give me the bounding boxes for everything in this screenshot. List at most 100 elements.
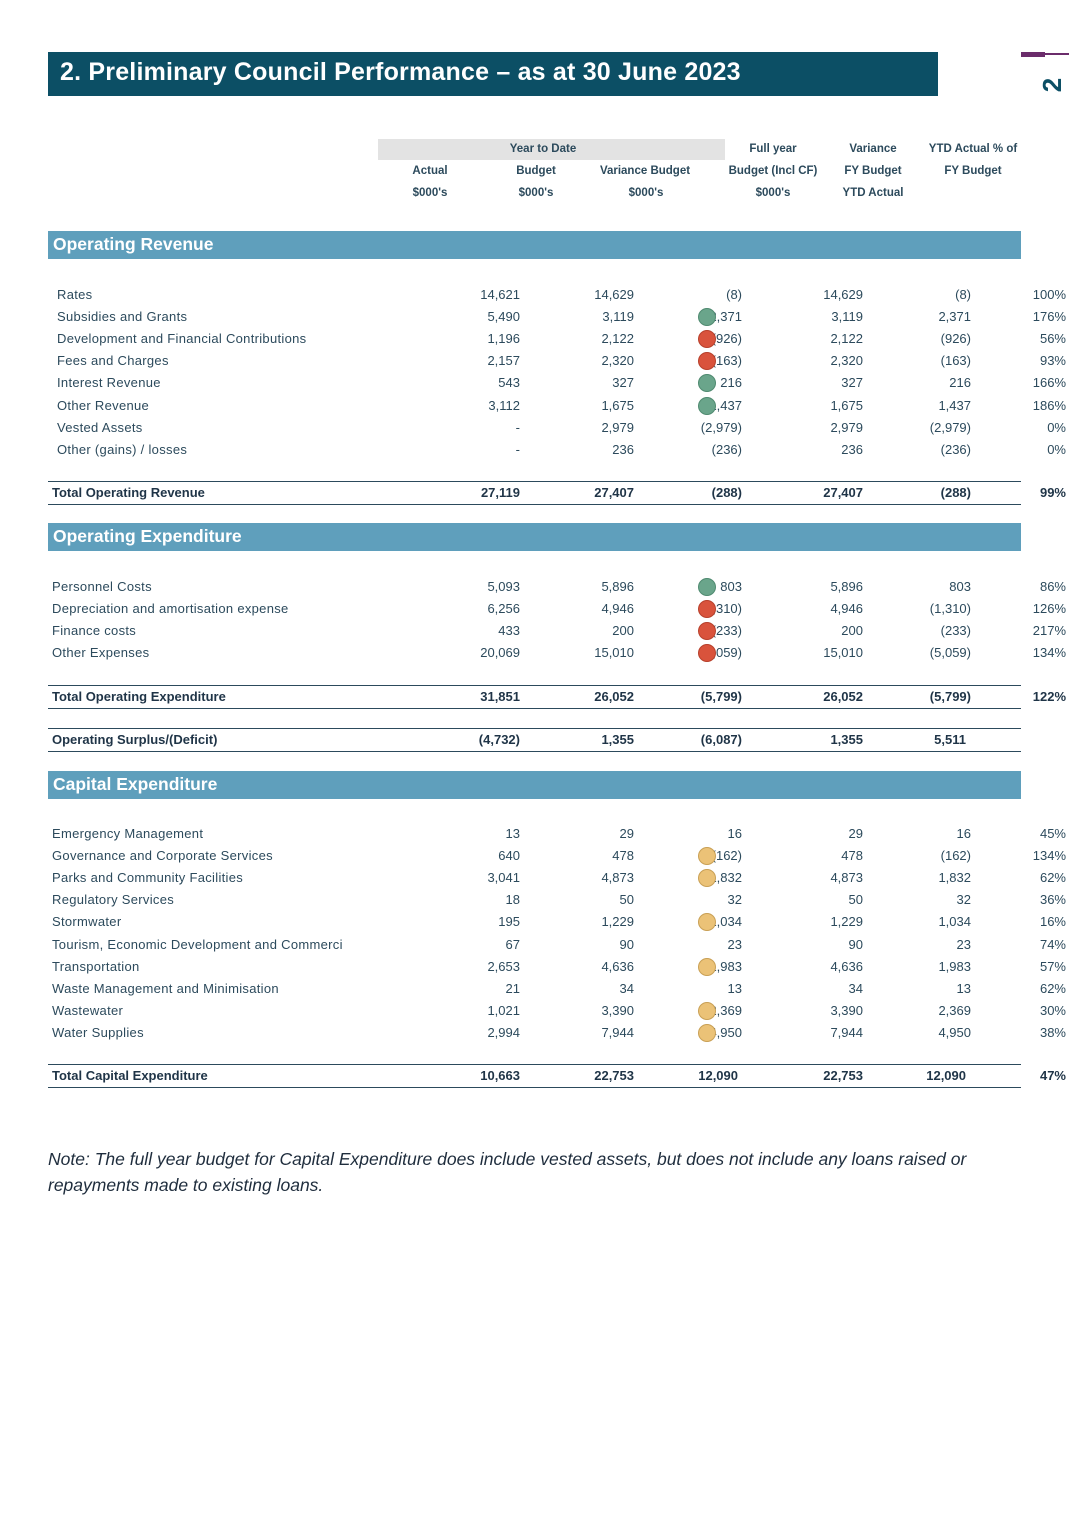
total-pct: 122%: [1032, 689, 1066, 704]
table-row: Tourism, Economic Development and Commer…: [48, 935, 1066, 955]
cell-budget: 478: [612, 848, 634, 864]
row-label: Other Revenue: [57, 397, 150, 413]
cell-budget: 90: [619, 936, 634, 952]
total-full-year: 22,753: [823, 1068, 863, 1083]
ytd-actual-header: YTD Actual: [842, 187, 904, 199]
page-tab-accent: [1021, 52, 1045, 57]
cell-actual: 2,157: [487, 353, 520, 369]
cell-full-year: 1,229: [830, 914, 863, 930]
cell-pct: 176%: [1032, 309, 1066, 325]
cell-variance: 1,437: [709, 397, 742, 413]
total-actual: 10,663: [480, 1068, 520, 1083]
table-row: Parks and Community Facilities 3,041 4,873…: [48, 868, 1066, 888]
table-row: Fees and Charges 2,157 2,320 (163) 2,320 (163…: [48, 351, 1066, 371]
page-number: 2: [1037, 77, 1067, 93]
cell-fy-variance: 803: [949, 579, 971, 594]
cell-actual: 1,196: [487, 331, 520, 347]
status-red-indicator-icon: [698, 600, 716, 618]
cell-variance: (1,310): [700, 601, 742, 616]
table-row: Waste Management and Minimisation 21 34 13 3…: [48, 979, 1066, 999]
cell-actual: 13: [505, 826, 520, 841]
cell-actual: 195: [498, 914, 520, 930]
cell-full-year: 2,320: [830, 353, 863, 369]
cell-budget: 34: [619, 980, 634, 996]
cell-budget: 327: [612, 375, 634, 391]
cell-variance: 1,983: [709, 958, 742, 974]
cell-actual: 433: [498, 623, 520, 638]
total-capital-expenditure: Total Capital Expenditure 10,663 22,753 …: [48, 1064, 1066, 1088]
cell-variance: 23: [727, 936, 742, 952]
cell-budget: 3,390: [601, 1002, 634, 1018]
total-budget: 22,753: [594, 1068, 634, 1083]
budget-incl-cf-header: Budget (Incl CF): [728, 165, 818, 177]
cell-actual: 3,041: [487, 870, 520, 886]
cell-budget: 2,320: [601, 353, 634, 369]
total-actual: 27,119: [480, 485, 520, 500]
cell-variance: 16: [727, 826, 742, 841]
cell-fy-variance: 2,369: [938, 1002, 971, 1018]
cell-budget: 15,010: [594, 645, 634, 660]
cell-variance: (162): [711, 848, 742, 864]
cell-budget: 1,675: [601, 397, 634, 413]
row-label: Vested Assets: [57, 419, 143, 435]
cell-budget: 4,946: [601, 601, 634, 616]
row-label: Transportation: [52, 958, 140, 974]
row-label: Depreciation and amortisation expense: [52, 601, 289, 616]
cell-variance: (236): [711, 441, 742, 457]
cell-actual: 3,112: [488, 397, 520, 413]
cell-budget: 3,119: [602, 309, 634, 325]
cell-full-year: 3,119: [831, 309, 863, 325]
row-label: Fees and Charges: [57, 353, 169, 369]
surplus-budget: 1,355: [601, 732, 634, 747]
surplus-actual: (4,732): [478, 732, 520, 747]
cell-full-year: 34: [848, 980, 863, 996]
table-row: Regulatory Services 18 50 32 50 32 36%: [48, 890, 1066, 910]
status-amber-indicator-icon: [698, 1001, 716, 1020]
cell-pct: 134%: [1032, 645, 1066, 660]
cell-variance: 2,369: [709, 1002, 742, 1018]
status-amber-indicator-icon: [698, 913, 716, 932]
table-row: Interest Revenue 543 327 216 327 216 166%: [48, 373, 1066, 393]
operating-surplus-deficit: Operating Surplus/(Deficit) (4,732) 1,35…: [48, 728, 1021, 752]
cell-pct: 126%: [1032, 601, 1066, 616]
total-pct: 47%: [1039, 1068, 1066, 1083]
cell-pct: 38%: [1039, 1024, 1066, 1040]
cell-pct: 166%: [1032, 375, 1066, 391]
variance-budget-header: Variance Budget: [599, 165, 691, 177]
cell-pct: 86%: [1039, 579, 1066, 594]
ytd-actual-pct-header: YTD Actual % of: [928, 143, 1018, 155]
cell-budget: 1,229: [601, 914, 634, 930]
cell-budget: 14,629: [594, 287, 634, 302]
status-amber-indicator-icon: [698, 1023, 716, 1042]
total-fy-variance: (5,799): [929, 689, 971, 704]
row-label: Stormwater: [52, 914, 122, 930]
cell-fy-variance: (233): [940, 623, 971, 638]
cell-variance: 2,371: [709, 309, 742, 325]
total-variance: (5,799): [700, 689, 742, 704]
table-row: Rates 14,621 14,629 (8) 14,629 (8) 100%: [48, 285, 1066, 305]
cell-actual: 21: [505, 980, 520, 996]
total-pct: 99%: [1039, 485, 1066, 500]
cell-actual: 18: [505, 892, 520, 908]
cell-full-year: 236: [841, 441, 863, 457]
cell-fy-variance: (5,059): [929, 645, 971, 660]
row-label: Water Supplies: [52, 1024, 144, 1040]
cell-fy-variance: (8): [955, 287, 971, 302]
row-label: Other (gains) / losses: [57, 441, 188, 457]
ytd-group-header: Year to Date: [509, 143, 577, 155]
status-green-indicator-icon: [698, 308, 716, 327]
ytd-header-band: [378, 139, 725, 160]
cell-full-year: 1,675: [830, 397, 863, 413]
page-title-bar: 2. Preliminary Council Performance – as …: [48, 52, 938, 96]
cell-full-year: 14,629: [823, 287, 863, 302]
cell-full-year: 7,944: [830, 1024, 863, 1040]
status-red-indicator-icon: [698, 352, 716, 371]
cell-pct: 16%: [1039, 914, 1066, 930]
cell-pct: 100%: [1032, 287, 1066, 302]
unit-budget: $000's: [518, 187, 554, 199]
cell-fy-variance: 32: [956, 892, 971, 908]
section-title: Operating Revenue: [53, 234, 214, 254]
total-budget: 26,052: [594, 689, 634, 704]
cell-pct: 217%: [1032, 623, 1066, 638]
table-row: Personnel Costs 5,093 5,896 803 5,896 803 86%: [48, 577, 1066, 597]
